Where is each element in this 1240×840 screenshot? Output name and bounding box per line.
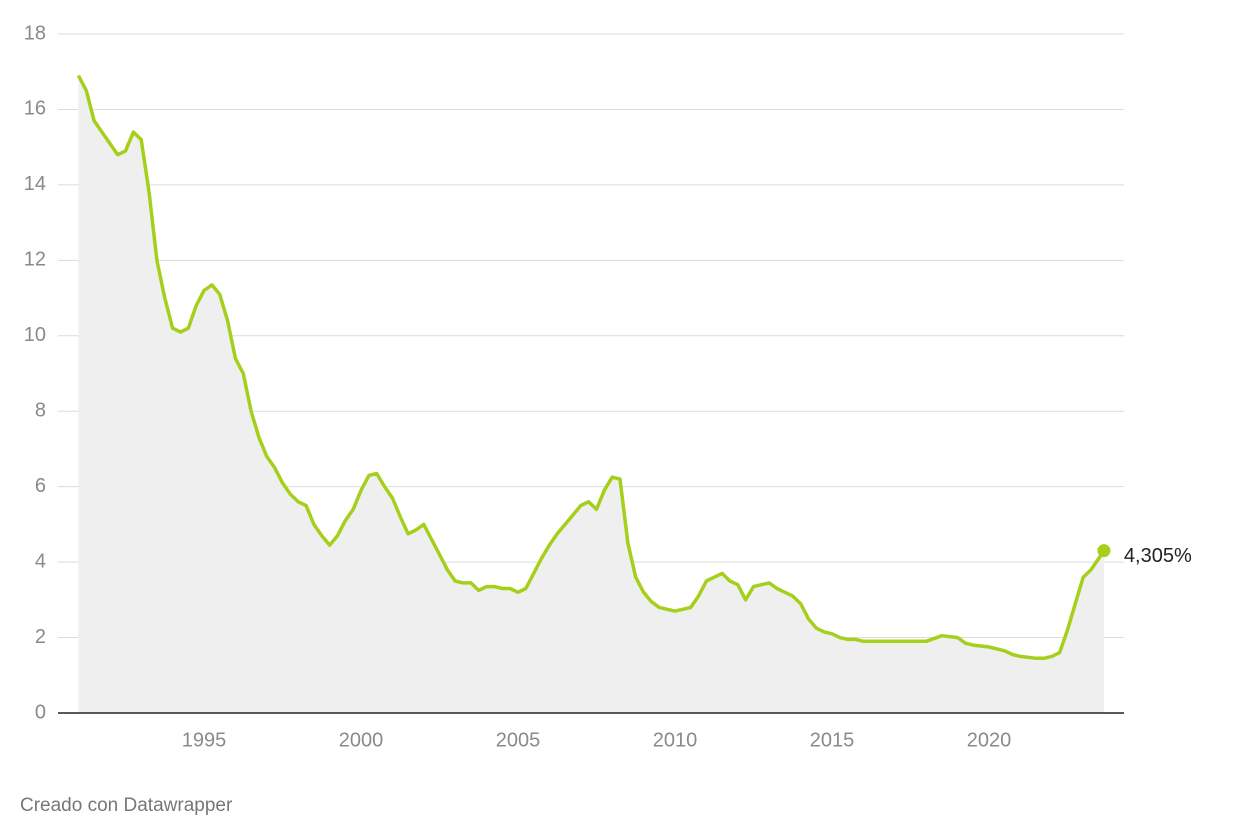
x-tick-label: 1995: [182, 729, 227, 751]
x-tick-label: 2005: [496, 729, 541, 751]
y-tick-label: 8: [35, 400, 46, 422]
x-tick-label: 2020: [967, 729, 1012, 751]
y-tick-label: 2: [35, 626, 46, 648]
y-tick-label: 18: [24, 22, 46, 44]
x-tick-label: 2010: [653, 729, 698, 751]
y-tick-label: 4: [35, 550, 46, 572]
line: [76, 74, 1106, 661]
x-tick-label: 2015: [810, 729, 855, 751]
y-tick-label: 16: [24, 98, 46, 120]
y-tick-label: 10: [24, 324, 46, 346]
end-label: 4,305%: [1124, 545, 1192, 567]
y-tick-label: 6: [35, 475, 46, 497]
end-point: [1097, 544, 1111, 558]
y-tick-label: 14: [24, 173, 46, 195]
x-tick-label: 2000: [339, 729, 384, 751]
y-tick-label: 0: [35, 701, 46, 723]
area: [78, 75, 1104, 713]
y-tick-label: 12: [24, 249, 46, 271]
credit: Creado con Datawrapper: [20, 795, 233, 816]
